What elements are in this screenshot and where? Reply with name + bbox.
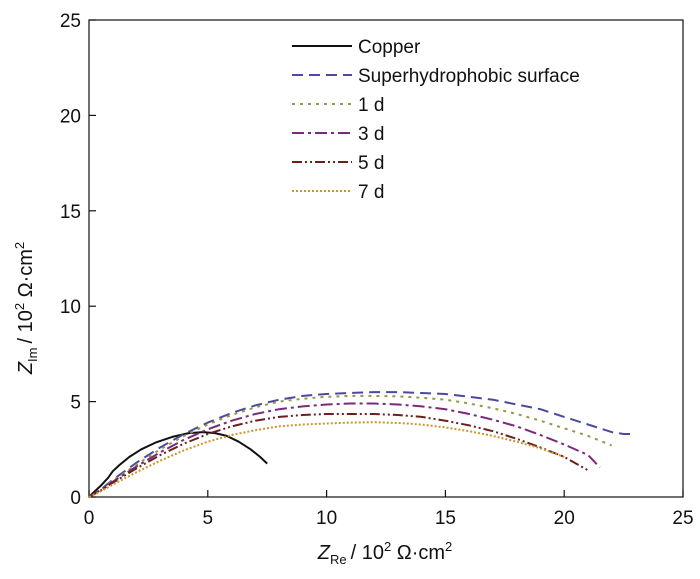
- plot-frame: [88, 19, 684, 498]
- y-axis-symbol: Z: [15, 361, 37, 375]
- series-line-0: [88, 431, 268, 498]
- legend-label-2: 1 d: [358, 95, 384, 116]
- legend-label-5: 7 d: [358, 182, 384, 203]
- y-tick-label: 20: [60, 106, 81, 127]
- y-axis-subscript: Im: [25, 347, 40, 361]
- series-line-2: [88, 394, 613, 498]
- y-axis-unit-power: 2: [12, 242, 27, 249]
- x-tick-label: 0: [84, 508, 95, 529]
- y-axis-ticks: 0 5 10 15 20 25: [60, 11, 96, 509]
- legend-label-4: 5 d: [358, 153, 384, 174]
- y-axis-unit: Ω·cm: [15, 249, 37, 303]
- series-line-4: [88, 413, 589, 498]
- x-axis-unit-prefix: / 10: [351, 542, 384, 564]
- y-tick-label: 25: [60, 11, 81, 32]
- x-tick-label: 15: [435, 508, 456, 529]
- legend: Copper Superhydrophobic surface 1 d 3 d 5 d 7…: [292, 37, 580, 203]
- x-tick-label: 20: [554, 508, 575, 529]
- y-tick-label: 10: [60, 297, 81, 318]
- plot-border: [88, 19, 684, 498]
- series-layer: [88, 391, 636, 498]
- x-tick-label: 25: [672, 508, 693, 529]
- x-axis-subscript: Re: [330, 552, 347, 567]
- series-line-5: [88, 421, 565, 498]
- x-tick-label: 5: [203, 508, 214, 529]
- legend-label-3: 3 d: [358, 124, 384, 145]
- y-axis-power: 2: [12, 303, 27, 310]
- y-axis-title: ZIm/ 102 Ω·cm2: [12, 242, 40, 375]
- x-axis-ticks: 0 5 10 15 20 25: [84, 490, 694, 529]
- y-tick-label: 0: [70, 488, 81, 509]
- legend-label-0: Copper: [358, 37, 421, 58]
- x-axis-power: 2: [384, 539, 391, 554]
- series-line-1: [88, 391, 636, 498]
- x-axis-unit: Ω·cm: [391, 542, 445, 564]
- series-line-3: [88, 402, 601, 498]
- y-axis-unit-prefix: / 10: [15, 310, 37, 343]
- x-axis-title: ZRe/ 102 Ω·cm2: [317, 539, 453, 567]
- x-axis-symbol: Z: [317, 542, 331, 564]
- x-tick-label: 10: [316, 508, 337, 529]
- x-axis-unit-power: 2: [445, 539, 452, 554]
- y-tick-label: 5: [70, 393, 81, 414]
- y-tick-label: 15: [60, 202, 81, 223]
- legend-label-1: Superhydrophobic surface: [358, 66, 580, 87]
